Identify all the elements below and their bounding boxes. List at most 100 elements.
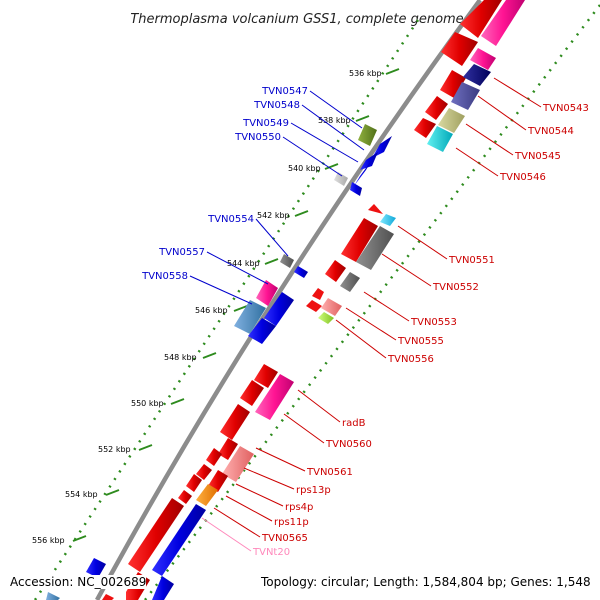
gene-block[interactable] — [280, 254, 294, 268]
callout-line — [309, 90, 363, 129]
gene-block[interactable] — [463, 64, 491, 86]
gene-block[interactable] — [196, 484, 218, 506]
gene-block[interactable] — [414, 118, 436, 138]
callout-line — [225, 495, 273, 522]
gene-label-tvn0555[interactable]: TVN0555 — [397, 336, 444, 347]
gene-block[interactable] — [234, 300, 266, 334]
callout-line — [189, 275, 253, 305]
gene-block[interactable] — [222, 446, 254, 482]
callout-line — [297, 389, 341, 423]
gene-features — [46, 0, 525, 600]
gene-block[interactable] — [441, 32, 478, 66]
gene-label-tvn0565[interactable]: TVN0565 — [261, 533, 308, 544]
gene-block[interactable] — [186, 474, 202, 492]
gene-block[interactable] — [451, 82, 480, 110]
gene-block[interactable] — [255, 374, 294, 420]
callout-line — [290, 122, 359, 163]
gene-block[interactable] — [208, 470, 228, 492]
tick-label: 550 kbp — [131, 399, 164, 408]
gene-block[interactable] — [372, 136, 392, 158]
gene-block[interactable] — [152, 576, 174, 600]
tick-label: 556 kbp — [32, 536, 65, 545]
right-tick-track — [144, 4, 600, 600]
gene-label-radb[interactable]: radB — [342, 418, 366, 429]
tick-label: 536 kbp — [349, 69, 382, 78]
gene-label-tvn0552[interactable]: TVN0552 — [432, 282, 479, 293]
tick-label: 540 kbp — [288, 164, 321, 173]
accession-label: Accession: NC_002689 — [10, 575, 147, 589]
gene-label-tvnt20[interactable]: TVNt20 — [252, 547, 290, 558]
gene-block[interactable] — [350, 182, 362, 196]
gene-block[interactable] — [218, 438, 238, 460]
callout-line — [255, 218, 289, 257]
gene-label-rps11p[interactable]: rps11p — [274, 517, 309, 528]
gene-label-tvn0557[interactable]: TVN0557 — [158, 247, 205, 258]
gene-block[interactable] — [334, 172, 348, 186]
gene-block[interactable] — [196, 464, 212, 480]
tick-mark — [72, 535, 87, 542]
gene-block[interactable] — [481, 0, 525, 46]
gene-block[interactable] — [440, 70, 466, 98]
gene-block[interactable] — [354, 160, 372, 186]
gene-label-tvn0561[interactable]: TVN0561 — [306, 467, 353, 478]
gene-label-tvn0554[interactable]: TVN0554 — [207, 214, 254, 225]
gene-block[interactable] — [325, 260, 346, 282]
tick-mark — [233, 305, 248, 312]
gene-block[interactable] — [254, 364, 278, 388]
gene-label-tvn0547[interactable]: TVN0547 — [261, 86, 308, 97]
gene-label-tvn0558[interactable]: TVN0558 — [141, 271, 188, 282]
gene-label-tvn0548[interactable]: TVN0548 — [253, 100, 300, 111]
gene-label-tvn0553[interactable]: TVN0553 — [410, 317, 457, 328]
gene-label-tvn0551[interactable]: TVN0551 — [448, 255, 495, 266]
callout-line — [301, 104, 365, 151]
gene-block[interactable] — [470, 48, 496, 70]
gene-block[interactable] — [340, 272, 360, 292]
gene-block[interactable] — [86, 558, 106, 578]
gene-label-tvn0543[interactable]: TVN0543 — [542, 103, 589, 114]
callout-line — [363, 291, 410, 322]
gene-label-tvn0546[interactable]: TVN0546 — [499, 172, 546, 183]
gene-block[interactable] — [460, 0, 502, 38]
gene-block[interactable] — [321, 298, 342, 316]
gene-block[interactable] — [264, 292, 294, 326]
gene-block[interactable] — [256, 280, 278, 306]
gene-block[interactable] — [220, 404, 250, 440]
right-gene-callouts: TVN0543 TVN0544 TVN0545 TVN0546 TVN0551 TVN05… — [201, 77, 589, 558]
gene-block[interactable] — [368, 204, 383, 214]
gene-label-tvn0550[interactable]: TVN0550 — [234, 132, 281, 143]
gene-block[interactable] — [240, 380, 264, 406]
gene-block[interactable] — [294, 266, 308, 278]
gene-block[interactable] — [318, 312, 334, 324]
gene-block[interactable] — [46, 592, 60, 600]
tick-mark — [264, 258, 279, 265]
gene-block[interactable] — [341, 218, 378, 262]
gene-block[interactable] — [360, 152, 378, 170]
gene-block[interactable] — [206, 448, 222, 466]
gene-label-tvn0556[interactable]: TVN0556 — [387, 354, 434, 365]
gene-block[interactable] — [380, 214, 396, 226]
gene-block[interactable] — [248, 318, 276, 344]
callout-line — [493, 77, 542, 108]
gene-block[interactable] — [128, 498, 184, 572]
gene-label-rps13p[interactable]: rps13p — [296, 485, 331, 496]
gene-label-tvn0545[interactable]: TVN0545 — [514, 151, 561, 162]
gene-block[interactable] — [102, 594, 114, 600]
gene-block[interactable] — [427, 126, 453, 152]
gene-block[interactable] — [358, 124, 377, 146]
gene-block[interactable] — [152, 504, 206, 576]
gene-label-rps4p[interactable]: rps4p — [285, 502, 313, 513]
gene-label-tvn0560[interactable]: TVN0560 — [325, 439, 372, 450]
tick-label: 538 kbp — [318, 116, 351, 125]
gene-label-tvn0544[interactable]: TVN0544 — [527, 126, 574, 137]
tick-mark — [324, 163, 339, 170]
gene-block[interactable] — [356, 226, 394, 270]
tick-mark — [105, 489, 120, 496]
gene-label-tvn0549[interactable]: TVN0549 — [242, 118, 289, 129]
gene-block[interactable] — [438, 108, 465, 133]
callout-line — [206, 251, 269, 285]
gene-block[interactable] — [312, 288, 324, 300]
gene-block[interactable] — [178, 490, 192, 504]
callout-line — [465, 123, 514, 156]
gene-block[interactable] — [306, 300, 322, 312]
gene-block[interactable] — [425, 96, 448, 120]
